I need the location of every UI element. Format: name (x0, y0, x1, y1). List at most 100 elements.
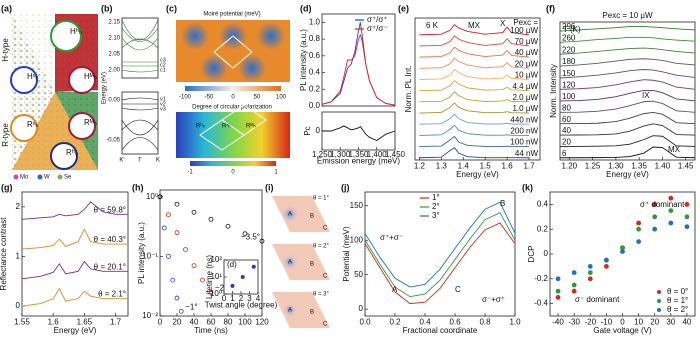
x-tick-label: 1.2 (414, 161, 426, 170)
panel-label: (c) (166, 3, 177, 13)
annotation: (d) (227, 260, 237, 269)
x-tick-label: 1.4 (458, 161, 470, 170)
x-tick-label: -10 (601, 317, 613, 326)
site-label: B (310, 262, 314, 268)
stacking-type: R-type (1, 123, 10, 147)
colorbar-tick: 0 (231, 170, 235, 176)
data-point (652, 214, 658, 220)
stacking-label: Hˣₕ (27, 72, 39, 81)
legend-label: σ⁺/σ⁻ (367, 24, 388, 33)
annotation: IX (642, 91, 650, 100)
data-point (636, 226, 642, 232)
legend-label: θ = 2° (667, 305, 688, 314)
data-point (587, 263, 593, 269)
series-line (21, 228, 128, 250)
x-axis-label: Energy (eV) (456, 170, 499, 179)
series-label: 20 (562, 138, 571, 147)
y-tick-label: 10⁻¹ (142, 252, 158, 261)
site-label: A (288, 308, 292, 314)
band-label: v2 (160, 101, 166, 107)
y-tick-label: 0.4 (309, 68, 321, 77)
site-label: A (288, 212, 292, 218)
y-tick-label: 0 (359, 304, 364, 313)
data-point (208, 289, 214, 295)
x-tick-label: 10 (634, 317, 643, 326)
y-tick-label: 0.2 (309, 84, 321, 93)
site-label: C (323, 322, 328, 328)
series-line (559, 100, 696, 113)
moire-cell (213, 35, 253, 69)
y-tick-label: 10⁻² (142, 311, 158, 320)
series-label: 20 µW (515, 59, 539, 68)
stacking-label: Rˣₕ (27, 120, 39, 129)
series-label: 100 µW (510, 26, 538, 35)
data-point (620, 249, 625, 254)
legend-label: 3° (432, 211, 440, 220)
x-axis-label: Time (ns) (194, 326, 228, 335)
y-axis-label: PL intensity (a.u.) (137, 222, 146, 284)
colorbar-tick: -1 (187, 170, 193, 176)
x-tick-label: 1.3 (436, 161, 448, 170)
potential-well (238, 54, 266, 82)
panel-label: (g) (1, 182, 13, 192)
colorbar (190, 161, 276, 166)
stacking-label: Hᴹₕ (84, 72, 97, 81)
y-axis-label: Potential (meV) (342, 226, 351, 281)
y-axis-label: Lifetime (ns) (205, 255, 214, 299)
y-tick-label: 0 (16, 301, 21, 310)
band-label: c2 (160, 62, 166, 68)
series-line (321, 33, 396, 106)
annotation: B (500, 199, 505, 208)
y-tick-label: 0 (544, 249, 549, 258)
x-tick-label: 1.6 (502, 161, 514, 170)
site-label: Rˣₕ (222, 124, 231, 130)
colorbar-tick: -100 (179, 95, 192, 101)
series-line (559, 36, 696, 43)
x-tick-label: 1 (230, 294, 235, 303)
panel-label: (i) (265, 182, 274, 192)
x-tick-label: 4 (256, 294, 261, 303)
y-tick-label: 1 (16, 252, 21, 261)
potential-well (282, 254, 298, 270)
moire-cell (272, 196, 330, 232)
legend-label: 2° (432, 202, 440, 211)
band-label: v3 (160, 106, 166, 112)
site-label: Rᴹₕ (246, 123, 256, 130)
panel-label: (e) (398, 3, 409, 13)
data-point (555, 276, 561, 282)
data-point (200, 277, 205, 283)
series-line (559, 47, 696, 55)
legend-label: W (44, 175, 50, 181)
x-tick-label: -30 (568, 317, 580, 326)
potential-well (281, 205, 299, 223)
series-label: 100 (562, 92, 576, 101)
series-line (364, 222, 516, 305)
x-tick-label: 40 (190, 317, 199, 326)
annotation: 6 K (426, 21, 439, 30)
x-tick-label: 1,400 (367, 150, 388, 159)
series-label: θ = 20.1° (94, 262, 126, 271)
k-point: K (156, 158, 160, 164)
potential-well (181, 22, 209, 50)
legend-marker (13, 174, 19, 180)
stacking-circle (50, 20, 82, 52)
panel-b: 2.15 2.10 2.05 2.00 0.00 -0.05 Energy (e… (102, 17, 166, 164)
data-point (571, 270, 577, 276)
x-tick-label: 1.65 (77, 317, 93, 326)
series-line (419, 79, 530, 92)
annotation: MX (468, 21, 481, 30)
k-point: K' (119, 158, 124, 164)
theta-label: θ = 1° (313, 196, 330, 202)
x-tick-label: 20 (650, 317, 659, 326)
band-frame (121, 91, 159, 155)
data-point (587, 270, 593, 276)
x-tick-label: 1.45 (678, 161, 694, 170)
site-label: B (310, 310, 314, 316)
series-label: 200 nW (510, 127, 538, 136)
y-axis-label: Pc (303, 126, 312, 135)
series-label: 180 (562, 57, 576, 66)
x-tick-label: 1,350 (348, 150, 369, 159)
series-label: 100 nW (510, 138, 538, 147)
series-line (419, 135, 530, 148)
panel-label: (k) (522, 182, 533, 192)
